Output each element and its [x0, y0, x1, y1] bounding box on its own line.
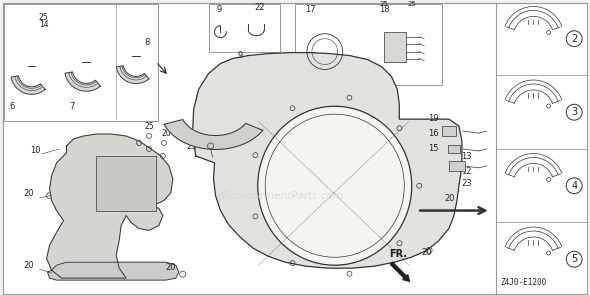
Text: 5: 5: [571, 254, 577, 264]
Text: 16: 16: [428, 129, 439, 138]
Text: 25: 25: [144, 122, 154, 131]
Bar: [442, 126, 456, 136]
Bar: [96, 156, 156, 211]
Bar: [448, 145, 460, 153]
Text: 19: 19: [428, 114, 439, 123]
Bar: [295, 4, 442, 85]
Text: 20: 20: [24, 189, 34, 198]
Text: 17: 17: [305, 5, 316, 14]
Bar: [385, 32, 407, 62]
Text: 15: 15: [428, 144, 439, 153]
Text: FR.: FR.: [389, 249, 407, 259]
Text: 21: 21: [186, 142, 197, 151]
Text: 20: 20: [421, 248, 432, 257]
Text: 3: 3: [571, 107, 577, 117]
Text: 14: 14: [39, 20, 48, 29]
Text: 23: 23: [461, 179, 471, 188]
Text: 18: 18: [379, 5, 390, 14]
Text: 9: 9: [237, 50, 242, 60]
Bar: [4, 4, 158, 121]
Text: 24: 24: [119, 199, 130, 208]
Text: 12: 12: [461, 167, 471, 176]
Polygon shape: [11, 76, 45, 94]
Text: 11: 11: [104, 174, 114, 183]
Bar: [449, 161, 465, 171]
Text: 25: 25: [379, 1, 388, 7]
Polygon shape: [164, 119, 263, 150]
Text: Z4J0-E1200: Z4J0-E1200: [501, 278, 547, 287]
Text: 20: 20: [24, 261, 34, 270]
Text: 20: 20: [444, 194, 454, 203]
Bar: [209, 4, 280, 52]
Text: 4: 4: [571, 181, 577, 191]
Polygon shape: [47, 134, 173, 278]
FancyArrow shape: [391, 262, 409, 281]
Ellipse shape: [258, 106, 412, 265]
Text: 13: 13: [461, 152, 471, 161]
Text: eReplacementParts.com: eReplacementParts.com: [217, 191, 343, 201]
Text: 10: 10: [30, 146, 40, 155]
Polygon shape: [193, 53, 462, 268]
Polygon shape: [65, 72, 100, 91]
Polygon shape: [116, 66, 149, 83]
Polygon shape: [48, 262, 179, 280]
Text: 20: 20: [161, 129, 171, 138]
Text: 20: 20: [166, 263, 176, 272]
Text: 1: 1: [119, 189, 124, 198]
Text: 22: 22: [254, 3, 265, 12]
Text: 25: 25: [39, 13, 48, 22]
Text: 2: 2: [571, 34, 577, 44]
Text: 9: 9: [217, 5, 222, 14]
Text: 6: 6: [10, 102, 15, 111]
Text: 7: 7: [70, 102, 75, 111]
Text: 8: 8: [144, 38, 149, 47]
Text: 25: 25: [407, 1, 416, 7]
